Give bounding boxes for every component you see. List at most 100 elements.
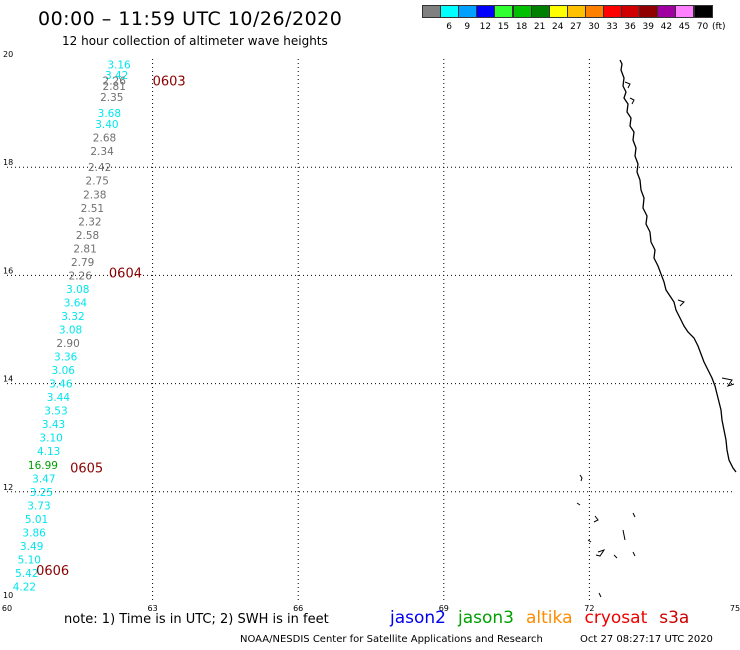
wave-height-value: 3.08: [66, 284, 89, 296]
satellite-label-cryosat: cryosat: [584, 608, 648, 628]
island-8: [613, 554, 618, 559]
track-time-label: 0606: [36, 564, 69, 579]
wave-height-value: 4.13: [37, 446, 60, 458]
wave-height-value: 2.34: [90, 146, 114, 158]
wave-height-value: 3.25: [30, 487, 53, 499]
satellite-label-jason2: jason2: [390, 608, 446, 628]
y-tick-label: 20: [3, 50, 13, 59]
island-5: [632, 512, 636, 518]
chart-title: 00:00 – 11:59 UTC 10/26/2020: [38, 8, 343, 30]
legend-label: 30: [588, 22, 600, 32]
x-tick-label: 63: [148, 604, 158, 612]
wave-height-value: 2.26: [69, 270, 93, 282]
wave-height-value: 3.08: [59, 325, 82, 337]
legend-label: 39: [642, 22, 654, 32]
legend-swatch: [693, 5, 713, 18]
wave-height-value: 3.40: [95, 119, 118, 131]
wave-height-value: 3.36: [54, 352, 78, 364]
wave-height-value: 16.99: [28, 460, 58, 472]
wave-height-value: 3.68: [98, 108, 121, 120]
wave-height-value: 3.42: [105, 70, 128, 82]
coastline: [576, 59, 737, 598]
wave-height-value: 3.86: [22, 527, 46, 539]
x-tick-label: 66: [293, 604, 303, 612]
legend-label: 42: [660, 22, 673, 32]
wave-height-value: 3.46: [49, 379, 73, 391]
satellite-legend: jason2 jason3 altika cryosat s3a: [390, 608, 689, 628]
axis-tick-labels: 60 63 66 69 72 75 10 12 14 16 18 20: [2, 50, 740, 612]
coastline-inlet-1: [624, 81, 631, 89]
legend-label: 21: [533, 22, 546, 32]
y-tick-label: 16: [3, 266, 13, 275]
wave-height-value: 2.42: [88, 162, 111, 174]
wave-height-value: 3.16: [107, 59, 131, 71]
grid-lines: [7, 59, 735, 600]
legend-label: 70: [696, 22, 709, 32]
wave-height-value: 2.81: [73, 243, 96, 255]
wave-height-value: 2.38: [83, 189, 106, 201]
legend-label: 36: [624, 22, 636, 32]
satellite-label-jason3: jason3: [458, 608, 514, 628]
island-9: [632, 551, 636, 557]
wave-height-value: 3.49: [20, 541, 43, 553]
coastline-inlet-2: [629, 97, 635, 105]
wave-height-value: 2.81: [103, 81, 126, 93]
track-time-label: 0605: [70, 461, 103, 476]
wave-height-value: 2.90: [56, 338, 79, 350]
island-7: [595, 549, 606, 557]
legend-label: 45: [678, 22, 691, 32]
wave-height-value: 2.32: [78, 216, 101, 228]
wave-height-value: 4.22: [13, 581, 36, 593]
wave-height-value: 2.51: [81, 203, 104, 215]
y-tick-label: 18: [3, 158, 13, 167]
x-tick-label: 75: [730, 604, 740, 612]
india-west-coastline: [619, 59, 737, 473]
legend-label: 18: [515, 22, 528, 32]
island-10: [598, 592, 602, 598]
y-tick-label: 10: [3, 591, 13, 600]
satellite-label-altika: altika: [526, 608, 573, 628]
footer-timestamp: Oct 27 08:27:17 UTC 2020: [580, 634, 713, 645]
island-6: [587, 539, 592, 543]
wave-height-value: 3.73: [27, 500, 50, 512]
satellite-label-s3a: s3a: [659, 608, 690, 628]
coastline-inlet-3: [677, 299, 685, 307]
wave-height-value: 3.06: [52, 365, 76, 377]
track-time-label: 0603: [153, 75, 186, 90]
wave-height-value: 3.32: [61, 311, 84, 323]
y-tick-label: 14: [3, 375, 13, 384]
legend-label: 24: [552, 22, 564, 32]
footer-note: note: 1) Time is in UTC; 2) SWH is in fe…: [64, 612, 329, 627]
wave-height-value: 2.75: [86, 176, 109, 188]
legend-label: 33: [606, 22, 618, 32]
track-time-labels: 0603 0604 0605 0606: [36, 75, 186, 580]
wave-height-value: 2.35: [100, 92, 123, 104]
track-time-label: 0604: [109, 267, 142, 282]
island-4: [622, 529, 626, 541]
wave-height-value: 3.43: [42, 419, 65, 431]
wave-height-value: 5.01: [25, 514, 48, 526]
x-tick-label: 72: [584, 604, 594, 612]
wave-height-value: 5.42: [15, 568, 38, 580]
island-1: [579, 474, 583, 482]
x-tick-label: 60: [2, 604, 12, 612]
legend-label: 15: [497, 22, 510, 32]
coastline-inlet-4: [721, 377, 735, 387]
footer-credit: NOAA/NESDIS Center for Satellite Applica…: [240, 634, 543, 645]
wave-height-value: 2.58: [76, 230, 99, 242]
wave-height-value: 3.64: [64, 297, 88, 309]
island-3: [593, 515, 599, 523]
legend-label: 12: [479, 22, 492, 32]
wave-height-value: 2.68: [93, 132, 116, 144]
y-tick-label: 12: [3, 483, 13, 492]
wave-height-value: 3.53: [44, 406, 67, 418]
wave-height-value: 5.10: [18, 554, 41, 566]
wave-height-observations: 3.163.422.262.812.353.683.402.682.342.42…: [13, 59, 131, 593]
color-scale-legend: 6 9 12 15 18 21 24 27 30 33 36 39 42 45 70 (ft): [422, 5, 728, 35]
island-2: [576, 502, 581, 506]
legend-label: 6: [446, 22, 453, 32]
wave-height-value: 2.26: [103, 76, 127, 88]
legend-label: 27: [570, 22, 582, 32]
chart-subtitle: 12 hour collection of altimeter wave hei…: [62, 34, 328, 48]
